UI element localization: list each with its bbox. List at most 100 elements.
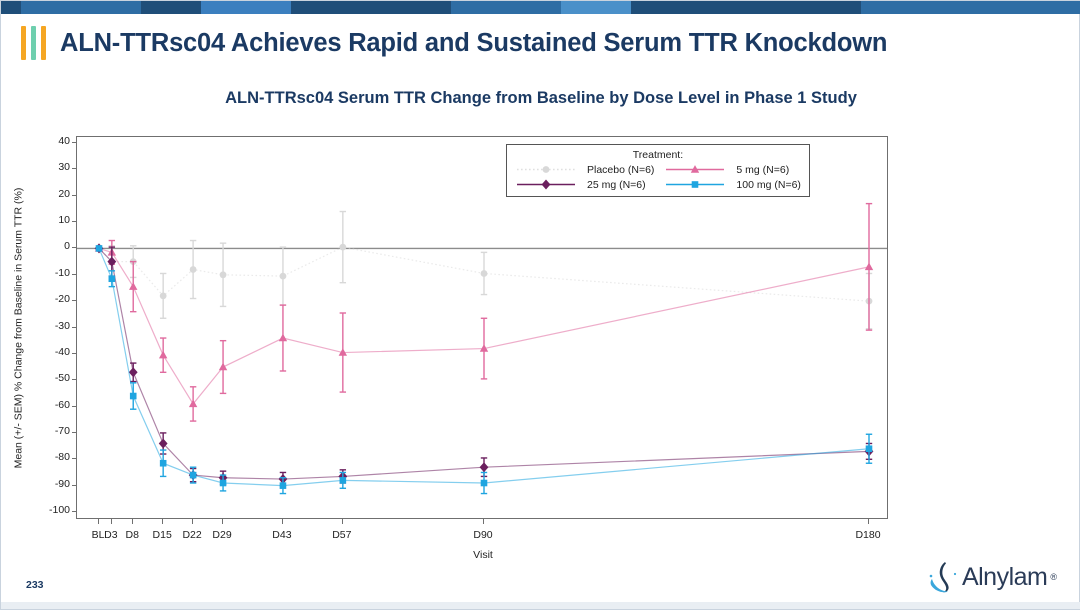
y-tick-mark (72, 431, 76, 433)
x-tick-label: D29 (212, 529, 232, 541)
data-point-marker (129, 282, 138, 290)
chart-legend: Treatment: Placebo (N=6) 5 mg (N=6) 25 mg … (506, 144, 810, 197)
band-segment (201, 1, 291, 14)
alnylam-logo: Alnylam ® (925, 559, 1057, 595)
data-point-marker (480, 479, 488, 487)
x-tick-mark (222, 519, 224, 524)
x-tick-label: D57 (332, 529, 352, 541)
slide-title-bar: ALN-TTRsc04 Achieves Rapid and Sustained… (1, 19, 1080, 67)
data-point-marker (108, 275, 116, 283)
x-axis-label: Visit (473, 549, 493, 561)
accent-bar (41, 26, 46, 60)
x-tick-mark (483, 519, 484, 524)
x-tick-mark (162, 519, 164, 524)
y-tick-label: 10 (58, 214, 70, 227)
data-point-marker (128, 367, 138, 378)
x-tick-label: D180 (855, 529, 881, 541)
data-point-marker (95, 245, 103, 252)
x-tick-label: D3 (104, 529, 118, 541)
accent-bar (31, 26, 36, 60)
y-tick-mark (72, 405, 76, 407)
y-tick-label: -70 (54, 424, 70, 437)
series-triangle (94, 202, 874, 422)
y-tick-label: -90 (54, 477, 70, 490)
data-point-marker (158, 438, 168, 449)
legend-label: 25 mg (N=6) (587, 178, 646, 191)
data-point-marker (278, 333, 288, 342)
data-point-marker (129, 392, 137, 400)
data-point-marker (480, 270, 488, 277)
x-tick-label: D22 (182, 529, 202, 541)
y-tick-label: 30 (58, 161, 70, 174)
y-axis-label-text: Mean (+/- SEM) % Change from Baseline in… (12, 187, 24, 468)
data-point-marker (864, 262, 874, 271)
y-tick-label: 20 (58, 187, 70, 200)
series-line (98, 246, 870, 302)
y-axis-label: Mean (+/- SEM) % Change from Baseline in… (9, 136, 27, 519)
x-tick-mark (281, 519, 283, 524)
data-point-marker (279, 272, 287, 280)
y-tick-label: -10 (54, 266, 70, 279)
legend-key-triangle (664, 163, 726, 176)
series-circle (95, 210, 873, 330)
x-tick-mark (98, 519, 99, 524)
y-tick-mark (72, 352, 76, 354)
data-point-marker (338, 348, 348, 356)
band-segment (1, 1, 21, 14)
y-tick-label: -50 (54, 372, 70, 385)
data-point-marker (339, 477, 347, 484)
data-point-marker (479, 344, 489, 352)
band-segment (861, 1, 1080, 14)
top-decorative-band (1, 1, 1080, 14)
x-tick-mark (868, 519, 869, 524)
x-tick-label: D15 (152, 529, 172, 541)
y-tick-mark (72, 326, 76, 328)
chart-container: ALN-TTRsc04 Serum TTR Change from Baseli… (1, 89, 1080, 561)
y-tick-label: -80 (54, 451, 70, 464)
data-point-marker (159, 459, 167, 467)
y-tick-label: 0 (64, 240, 70, 253)
series-line (98, 247, 870, 405)
band-segment (291, 1, 451, 14)
band-segment (561, 1, 631, 14)
y-tick-mark (72, 194, 76, 196)
page-number: 233 (26, 579, 44, 591)
y-tick-mark (72, 247, 76, 249)
data-point-marker (219, 479, 227, 487)
data-point-marker (188, 399, 198, 408)
logo-wordmark: Alnylam (961, 562, 1048, 591)
legend-title: Treatment: (632, 149, 684, 161)
y-tick-mark (72, 511, 76, 512)
title-accent-marks (21, 26, 46, 60)
y-tick-label: -30 (54, 319, 70, 332)
legend-key-square (664, 178, 726, 191)
legend-label: 100 mg (N=6) (736, 178, 801, 191)
y-tick-label: -100 (48, 504, 70, 516)
data-point-marker (219, 271, 227, 279)
y-tick-label: -20 (54, 293, 70, 306)
x-tick-mark (110, 519, 112, 524)
data-point-marker (279, 482, 287, 489)
y-tick-mark (72, 142, 76, 143)
y-tick-mark (72, 168, 76, 170)
data-point-marker (339, 243, 347, 251)
data-point-marker (159, 292, 167, 300)
band-segment (631, 1, 861, 14)
data-point-marker (158, 350, 168, 359)
plot-svg (77, 202, 887, 495)
page-title: ALN-TTRsc04 Achieves Rapid and Sustained… (60, 28, 888, 57)
data-point-marker (218, 362, 228, 371)
legend-key-circle (515, 163, 577, 176)
data-point-marker (189, 266, 197, 273)
band-segment (451, 1, 561, 14)
series-line (98, 248, 870, 487)
legend-label: Placebo (N=6) (587, 163, 655, 176)
plot-area (76, 136, 888, 519)
x-tick-mark (341, 519, 343, 524)
legend-key-diamond (515, 178, 577, 191)
series-line (98, 248, 870, 480)
y-tick-mark (72, 273, 76, 275)
y-tick-label: -60 (54, 398, 70, 411)
legend-label: 5 mg (N=6) (736, 163, 790, 176)
